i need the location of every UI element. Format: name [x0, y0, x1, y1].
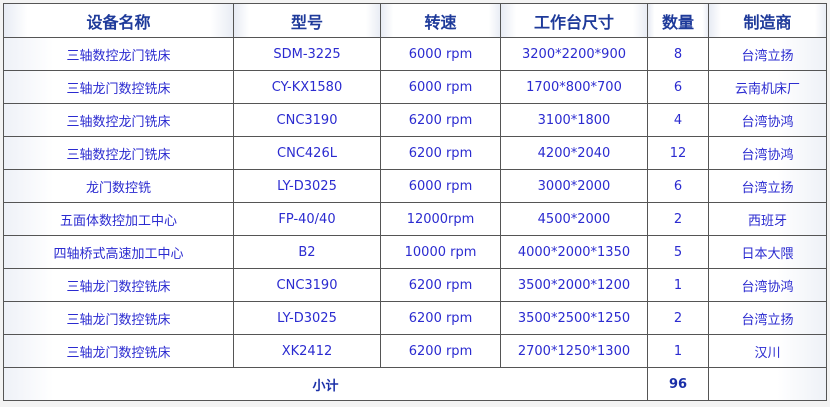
cell-speed: 6200 rpm [380, 136, 501, 170]
table-row: 三轴数控龙门铣床 SDM-3225 6000 rpm 3200*2200*900 8 台湾… [3, 37, 827, 71]
cell-model: LY-D3025 [233, 169, 381, 203]
cell-model: CNC426L [233, 136, 381, 170]
cell-speed: 6000 rpm [380, 70, 501, 104]
equipment-table: 设备名称 型号 转速 工作台尺寸 数量 制造商 三轴数控龙门铣床 SDM-3225 6000 … [3, 3, 827, 401]
total-row: 小计 96 [3, 367, 827, 401]
cell-model: B2 [233, 235, 381, 269]
cell-model: XK2412 [233, 334, 381, 368]
cell-equipment-name: 三轴龙门数控铣床 [3, 334, 234, 368]
total-empty [708, 367, 827, 401]
cell-quantity: 1 [647, 334, 709, 368]
table-row: 三轴龙门数控铣床 XK2412 6200 rpm 2700*1250*1300 1 汉川 [3, 334, 827, 368]
cell-table-size: 3500*2000*1200 [500, 268, 648, 302]
cell-manufacturer: 台湾协鸿 [708, 103, 827, 137]
cell-table-size: 2700*1250*1300 [500, 334, 648, 368]
cell-quantity: 6 [647, 169, 709, 203]
table-row: 三轴龙门数控铣床 CNC3190 6200 rpm 3500*2000*1200 1 台湾… [3, 268, 827, 302]
cell-equipment-name: 三轴数控龙门铣床 [3, 37, 234, 71]
cell-speed: 12000rpm [380, 202, 501, 236]
cell-quantity: 1 [647, 268, 709, 302]
header-model: 型号 [233, 3, 381, 38]
cell-manufacturer: 台湾立扬 [708, 301, 827, 335]
cell-manufacturer: 西班牙 [708, 202, 827, 236]
table-row: 四轴桥式高速加工中心 B2 10000 rpm 4000*2000*1350 5 日本大隈 [3, 235, 827, 269]
cell-quantity: 4 [647, 103, 709, 137]
cell-model: SDM-3225 [233, 37, 381, 71]
cell-equipment-name: 龙门数控铣 [3, 169, 234, 203]
cell-table-size: 3500*2500*1250 [500, 301, 648, 335]
cell-quantity: 12 [647, 136, 709, 170]
header-table-size: 工作台尺寸 [500, 3, 648, 38]
table-row: 五面体数控加工中心 FP-40/40 12000rpm 4500*2000 2 西班牙 [3, 202, 827, 236]
cell-model: CNC3190 [233, 268, 381, 302]
cell-speed: 10000 rpm [380, 235, 501, 269]
cell-manufacturer: 台湾立扬 [708, 169, 827, 203]
total-label: 小计 [3, 367, 648, 401]
cell-quantity: 8 [647, 37, 709, 71]
cell-manufacturer: 台湾协鸿 [708, 136, 827, 170]
cell-manufacturer: 汉川 [708, 334, 827, 368]
cell-speed: 6200 rpm [380, 268, 501, 302]
cell-quantity: 6 [647, 70, 709, 104]
header-manufacturer: 制造商 [708, 3, 827, 38]
cell-model: LY-D3025 [233, 301, 381, 335]
cell-quantity: 5 [647, 235, 709, 269]
cell-table-size: 1700*800*700 [500, 70, 648, 104]
table-row: 三轴龙门数控铣床 LY-D3025 6200 rpm 3500*2500*1250 2 台… [3, 301, 827, 335]
cell-speed: 6200 rpm [380, 334, 501, 368]
table-row: 三轴数控龙门铣床 CNC3190 6200 rpm 3100*1800 4 台湾协鸿 [3, 103, 827, 137]
header-row: 设备名称 型号 转速 工作台尺寸 数量 制造商 [3, 3, 827, 38]
cell-quantity: 2 [647, 202, 709, 236]
cell-speed: 6200 rpm [380, 103, 501, 137]
cell-table-size: 4200*2040 [500, 136, 648, 170]
cell-table-size: 4000*2000*1350 [500, 235, 648, 269]
cell-table-size: 3200*2200*900 [500, 37, 648, 71]
cell-manufacturer: 台湾协鸿 [708, 268, 827, 302]
cell-table-size: 4500*2000 [500, 202, 648, 236]
cell-manufacturer: 台湾立扬 [708, 37, 827, 71]
cell-speed: 6000 rpm [380, 169, 501, 203]
table-row: 三轴龙门数控铣床 CY-KX1580 6000 rpm 1700*800*700 6 云南… [3, 70, 827, 104]
header-equipment-name: 设备名称 [3, 3, 234, 38]
cell-speed: 6200 rpm [380, 301, 501, 335]
total-quantity: 96 [647, 367, 709, 401]
cell-equipment-name: 三轴数控龙门铣床 [3, 103, 234, 137]
cell-equipment-name: 三轴龙门数控铣床 [3, 70, 234, 104]
table-row: 三轴数控龙门铣床 CNC426L 6200 rpm 4200*2040 12 台湾协鸿 [3, 136, 827, 170]
header-quantity: 数量 [647, 3, 709, 38]
cell-manufacturer: 日本大隈 [708, 235, 827, 269]
cell-model: CY-KX1580 [233, 70, 381, 104]
header-speed: 转速 [380, 3, 501, 38]
cell-model: CNC3190 [233, 103, 381, 137]
cell-table-size: 3000*2000 [500, 169, 648, 203]
cell-equipment-name: 三轴数控龙门铣床 [3, 136, 234, 170]
cell-equipment-name: 三轴龙门数控铣床 [3, 268, 234, 302]
cell-equipment-name: 四轴桥式高速加工中心 [3, 235, 234, 269]
cell-model: FP-40/40 [233, 202, 381, 236]
cell-speed: 6000 rpm [380, 37, 501, 71]
cell-equipment-name: 三轴龙门数控铣床 [3, 301, 234, 335]
table-row: 龙门数控铣 LY-D3025 6000 rpm 3000*2000 6 台湾立扬 [3, 169, 827, 203]
cell-manufacturer: 云南机床厂 [708, 70, 827, 104]
cell-table-size: 3100*1800 [500, 103, 648, 137]
cell-quantity: 2 [647, 301, 709, 335]
cell-equipment-name: 五面体数控加工中心 [3, 202, 234, 236]
